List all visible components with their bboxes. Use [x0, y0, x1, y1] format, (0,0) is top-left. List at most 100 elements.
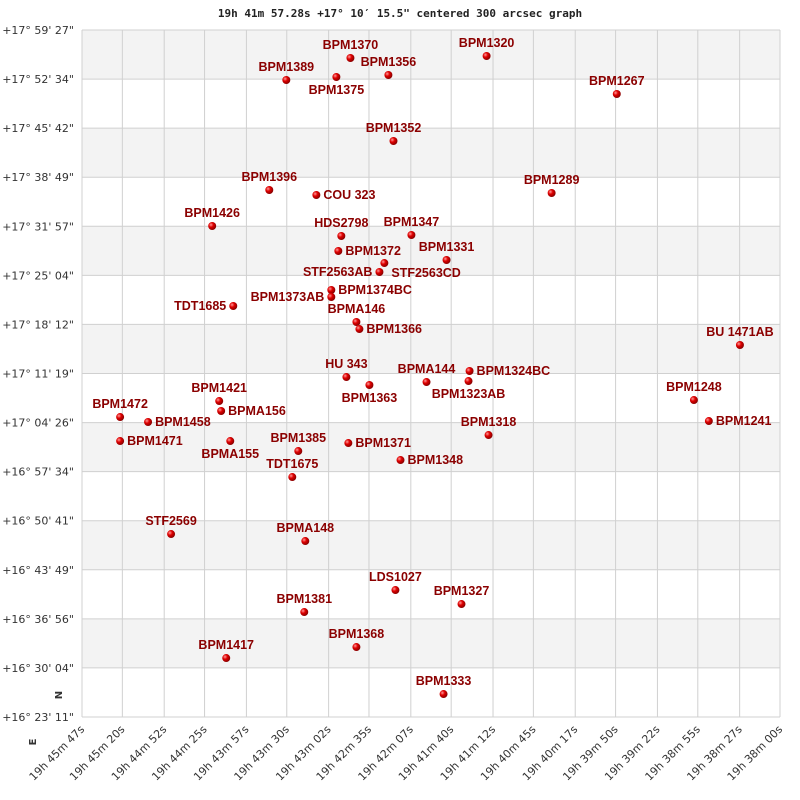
star-bpm1426[interactable]: BPM1426: [184, 206, 240, 231]
star-stf2563ab[interactable]: STF2563AB: [303, 265, 384, 279]
star-lds1027[interactable]: LDS1027: [369, 570, 422, 595]
star-tdt1675[interactable]: TDT1675: [266, 457, 318, 482]
star-bpm1389[interactable]: BPM1389: [259, 60, 315, 85]
star-marker[interactable]: [332, 73, 341, 82]
star-label: TDT1675: [266, 457, 318, 471]
star-marker[interactable]: [116, 437, 125, 446]
star-marker[interactable]: [167, 530, 176, 539]
star-marker[interactable]: [352, 643, 361, 652]
star-marker[interactable]: [464, 377, 473, 386]
star-marker[interactable]: [300, 608, 309, 617]
star-marker[interactable]: [389, 137, 398, 146]
star-bpm1320[interactable]: BPM1320: [459, 36, 515, 61]
star-marker[interactable]: [294, 447, 303, 456]
star-bpm1289[interactable]: BPM1289: [524, 173, 580, 198]
star-bpm1374bc[interactable]: BPM1374BC: [327, 283, 412, 297]
star-bpm1396[interactable]: BPM1396: [241, 170, 297, 195]
star-bpm1324bc[interactable]: BPM1324BC: [465, 364, 551, 378]
star-bpma144[interactable]: BPMA144: [398, 362, 456, 387]
star-bpma156[interactable]: BPMA156: [217, 404, 286, 418]
star-hds2798[interactable]: HDS2798: [314, 216, 368, 241]
star-stf2569[interactable]: STF2569: [145, 514, 197, 539]
star-bpm1323ab[interactable]: BPM1323AB: [432, 377, 506, 401]
star-bpm1327[interactable]: BPM1327: [434, 584, 490, 609]
star-marker[interactable]: [327, 293, 336, 302]
star-bpma155[interactable]: BPMA155: [201, 437, 259, 461]
star-marker[interactable]: [380, 259, 389, 268]
star-bpm1421[interactable]: BPM1421: [191, 381, 247, 406]
star-bpm1363[interactable]: BPM1363: [342, 381, 398, 405]
star-bpma146[interactable]: BPMA146: [328, 302, 386, 327]
star-bpm1356[interactable]: BPM1356: [361, 55, 417, 80]
star-marker[interactable]: [229, 302, 238, 311]
star-marker[interactable]: [144, 418, 153, 427]
star-marker[interactable]: [116, 413, 125, 422]
star-bpm1267[interactable]: BPM1267: [589, 74, 645, 99]
star-marker[interactable]: [439, 690, 448, 699]
star-marker[interactable]: [484, 431, 493, 440]
star-cou-323[interactable]: COU 323: [312, 188, 376, 202]
star-bpm1352[interactable]: BPM1352: [366, 121, 422, 146]
star-marker[interactable]: [346, 53, 355, 62]
star-marker[interactable]: [301, 537, 310, 546]
star-bpm1318[interactable]: BPM1318: [461, 415, 517, 440]
star-marker[interactable]: [344, 439, 353, 448]
star-bpm1372[interactable]: BPM1372: [334, 244, 401, 258]
star-marker[interactable]: [375, 268, 384, 277]
star-marker[interactable]: [282, 76, 291, 85]
star-marker[interactable]: [334, 247, 343, 256]
star-marker[interactable]: [355, 325, 364, 334]
star-marker[interactable]: [208, 222, 217, 231]
star-marker[interactable]: [342, 373, 351, 382]
star-marker[interactable]: [704, 417, 713, 426]
star-bpm1331[interactable]: BPM1331: [419, 240, 475, 265]
star-marker[interactable]: [735, 341, 744, 350]
star-bpm1471[interactable]: BPM1471: [116, 434, 183, 448]
star-bpm1381[interactable]: BPM1381: [276, 592, 332, 617]
star-label: COU 323: [323, 188, 375, 202]
star-marker[interactable]: [217, 407, 226, 416]
star-marker[interactable]: [482, 52, 491, 61]
star-marker[interactable]: [465, 367, 474, 376]
star-bpm1333[interactable]: BPM1333: [416, 674, 472, 699]
star-marker[interactable]: [689, 396, 698, 405]
star-marker[interactable]: [327, 286, 336, 295]
star-tdt1685[interactable]: TDT1685: [174, 299, 238, 313]
star-marker[interactable]: [265, 186, 274, 195]
star-bpm1458[interactable]: BPM1458: [144, 415, 211, 429]
star-bpm1373ab[interactable]: BPM1373AB: [251, 290, 336, 304]
star-marker[interactable]: [391, 586, 400, 595]
star-bu-1471ab[interactable]: BU 1471AB: [706, 325, 774, 350]
star-bpma148[interactable]: BPMA148: [276, 521, 334, 546]
star-bpm1366[interactable]: BPM1366: [355, 322, 422, 336]
star-bpm1385[interactable]: BPM1385: [270, 431, 326, 456]
star-marker[interactable]: [312, 191, 321, 200]
star-marker[interactable]: [396, 456, 405, 465]
star-stf2563cd[interactable]: STF2563CD: [380, 259, 461, 280]
star-marker[interactable]: [384, 71, 393, 80]
star-marker[interactable]: [337, 232, 346, 241]
star-marker[interactable]: [457, 600, 466, 609]
star-hu-343[interactable]: HU 343: [325, 357, 368, 382]
star-marker[interactable]: [222, 654, 231, 663]
star-marker[interactable]: [422, 378, 431, 387]
star-marker[interactable]: [407, 231, 416, 240]
star-bpm1371[interactable]: BPM1371: [344, 436, 411, 450]
star-bpm1375[interactable]: BPM1375: [309, 73, 365, 97]
star-marker[interactable]: [215, 397, 224, 406]
star-marker[interactable]: [226, 437, 235, 446]
star-marker[interactable]: [365, 381, 374, 390]
star-marker[interactable]: [288, 473, 297, 482]
star-marker[interactable]: [352, 318, 361, 327]
star-bpm1370[interactable]: BPM1370: [323, 38, 379, 62]
star-marker[interactable]: [442, 256, 451, 265]
star-marker[interactable]: [612, 90, 621, 99]
star-bpm1248[interactable]: BPM1248: [666, 380, 722, 405]
star-marker[interactable]: [547, 189, 556, 198]
star-bpm1368[interactable]: BPM1368: [329, 627, 385, 652]
star-bpm1347[interactable]: BPM1347: [384, 215, 440, 240]
star-bpm1417[interactable]: BPM1417: [198, 638, 254, 663]
star-bpm1348[interactable]: BPM1348: [396, 453, 464, 467]
star-bpm1241[interactable]: BPM1241: [704, 414, 772, 428]
star-bpm1472[interactable]: BPM1472: [92, 397, 148, 422]
